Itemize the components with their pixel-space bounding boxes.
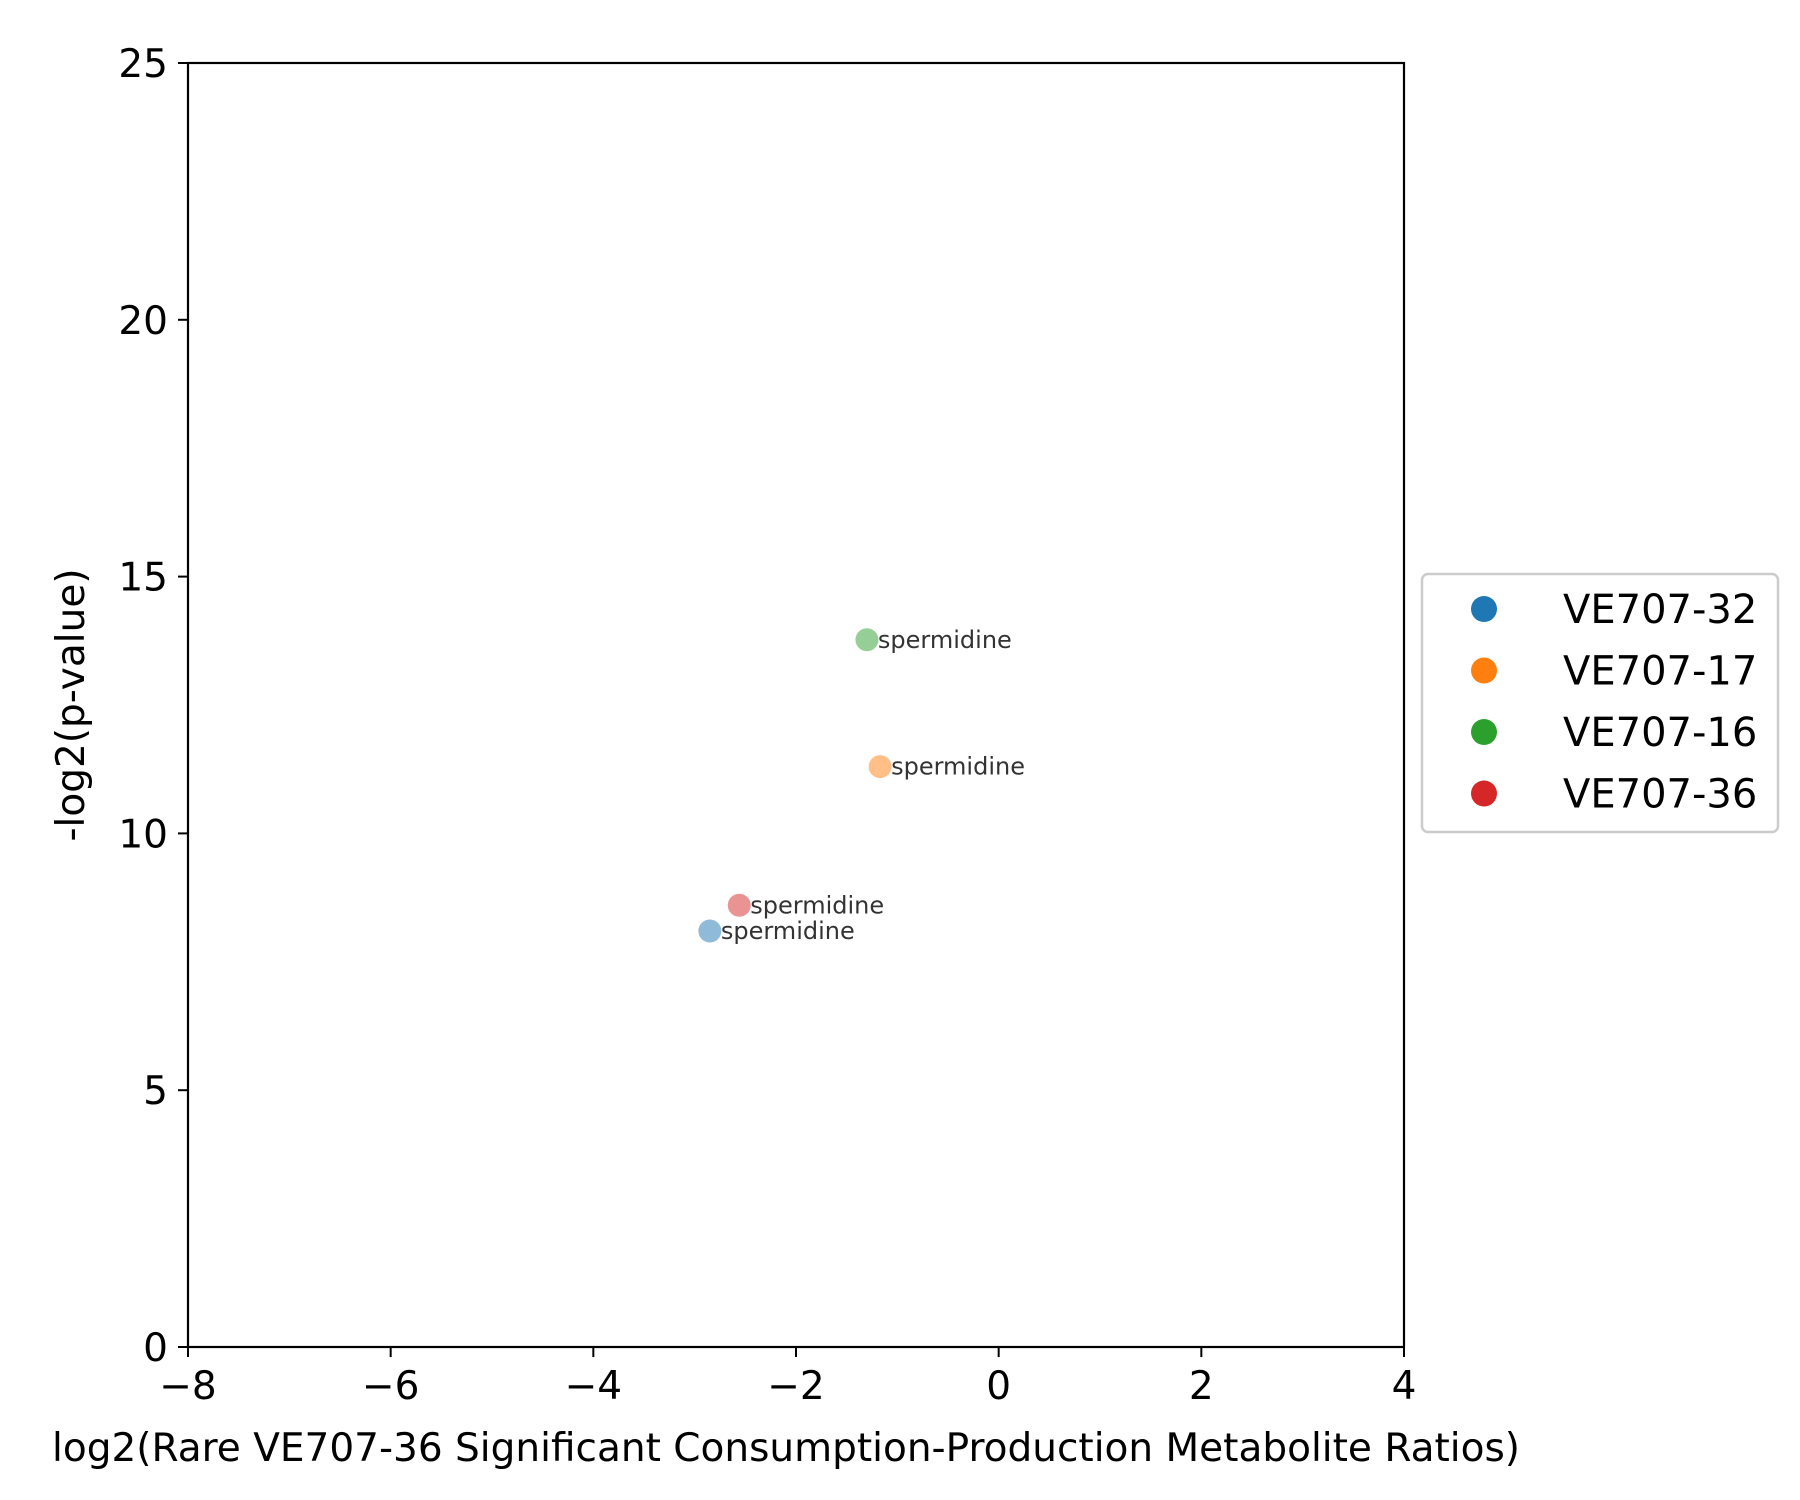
point-label: spermidine [891,753,1025,781]
legend-marker [1471,780,1497,807]
y-tick-label: 15 [118,556,168,601]
y-tick-label: 5 [143,1069,168,1114]
x-tick-label: −8 [159,1364,217,1409]
data-point [698,919,722,943]
y-tick-label: 25 [118,42,168,87]
data-point [868,755,892,779]
axes: −8 −6 −4 −2 0 2 4 0 5 10 15 20 25 [118,42,1416,1409]
data-point [727,893,751,917]
legend-marker [1471,657,1497,684]
legend: VE707-32 VE707-17 VE707-16 VE707-36 [1420,572,1780,834]
legend-label: VE707-32 [1563,587,1757,633]
x-tick-label: −4 [565,1364,623,1409]
point-label: spermidine [721,917,855,945]
plot-frame [186,61,1406,1349]
y-tick-label: 0 [143,1326,168,1371]
legend-marker [1471,719,1497,745]
point-label: spermidine [750,891,884,919]
x-tick-label: −6 [362,1364,420,1409]
legend-box [1420,572,1780,834]
x-tick-label: 2 [1189,1364,1214,1409]
x-tick-label: 4 [1392,1364,1417,1409]
point-label: spermidine [878,626,1012,654]
data-point [855,628,879,652]
y-axis-label: -log2(p-value) [49,568,94,841]
x-axis-label: log2(Rare VE707-36 Significant Consumpti… [52,1426,1520,1471]
legend-label: VE707-16 [1563,710,1757,756]
legend-marker [1471,596,1497,622]
x-tick-label: −2 [767,1364,825,1409]
x-tick-label: 0 [986,1364,1011,1409]
legend-label: VE707-36 [1563,772,1757,818]
y-tick-label: 10 [118,812,168,857]
legend-label: VE707-17 [1563,649,1757,695]
y-tick-label: 20 [118,299,168,344]
